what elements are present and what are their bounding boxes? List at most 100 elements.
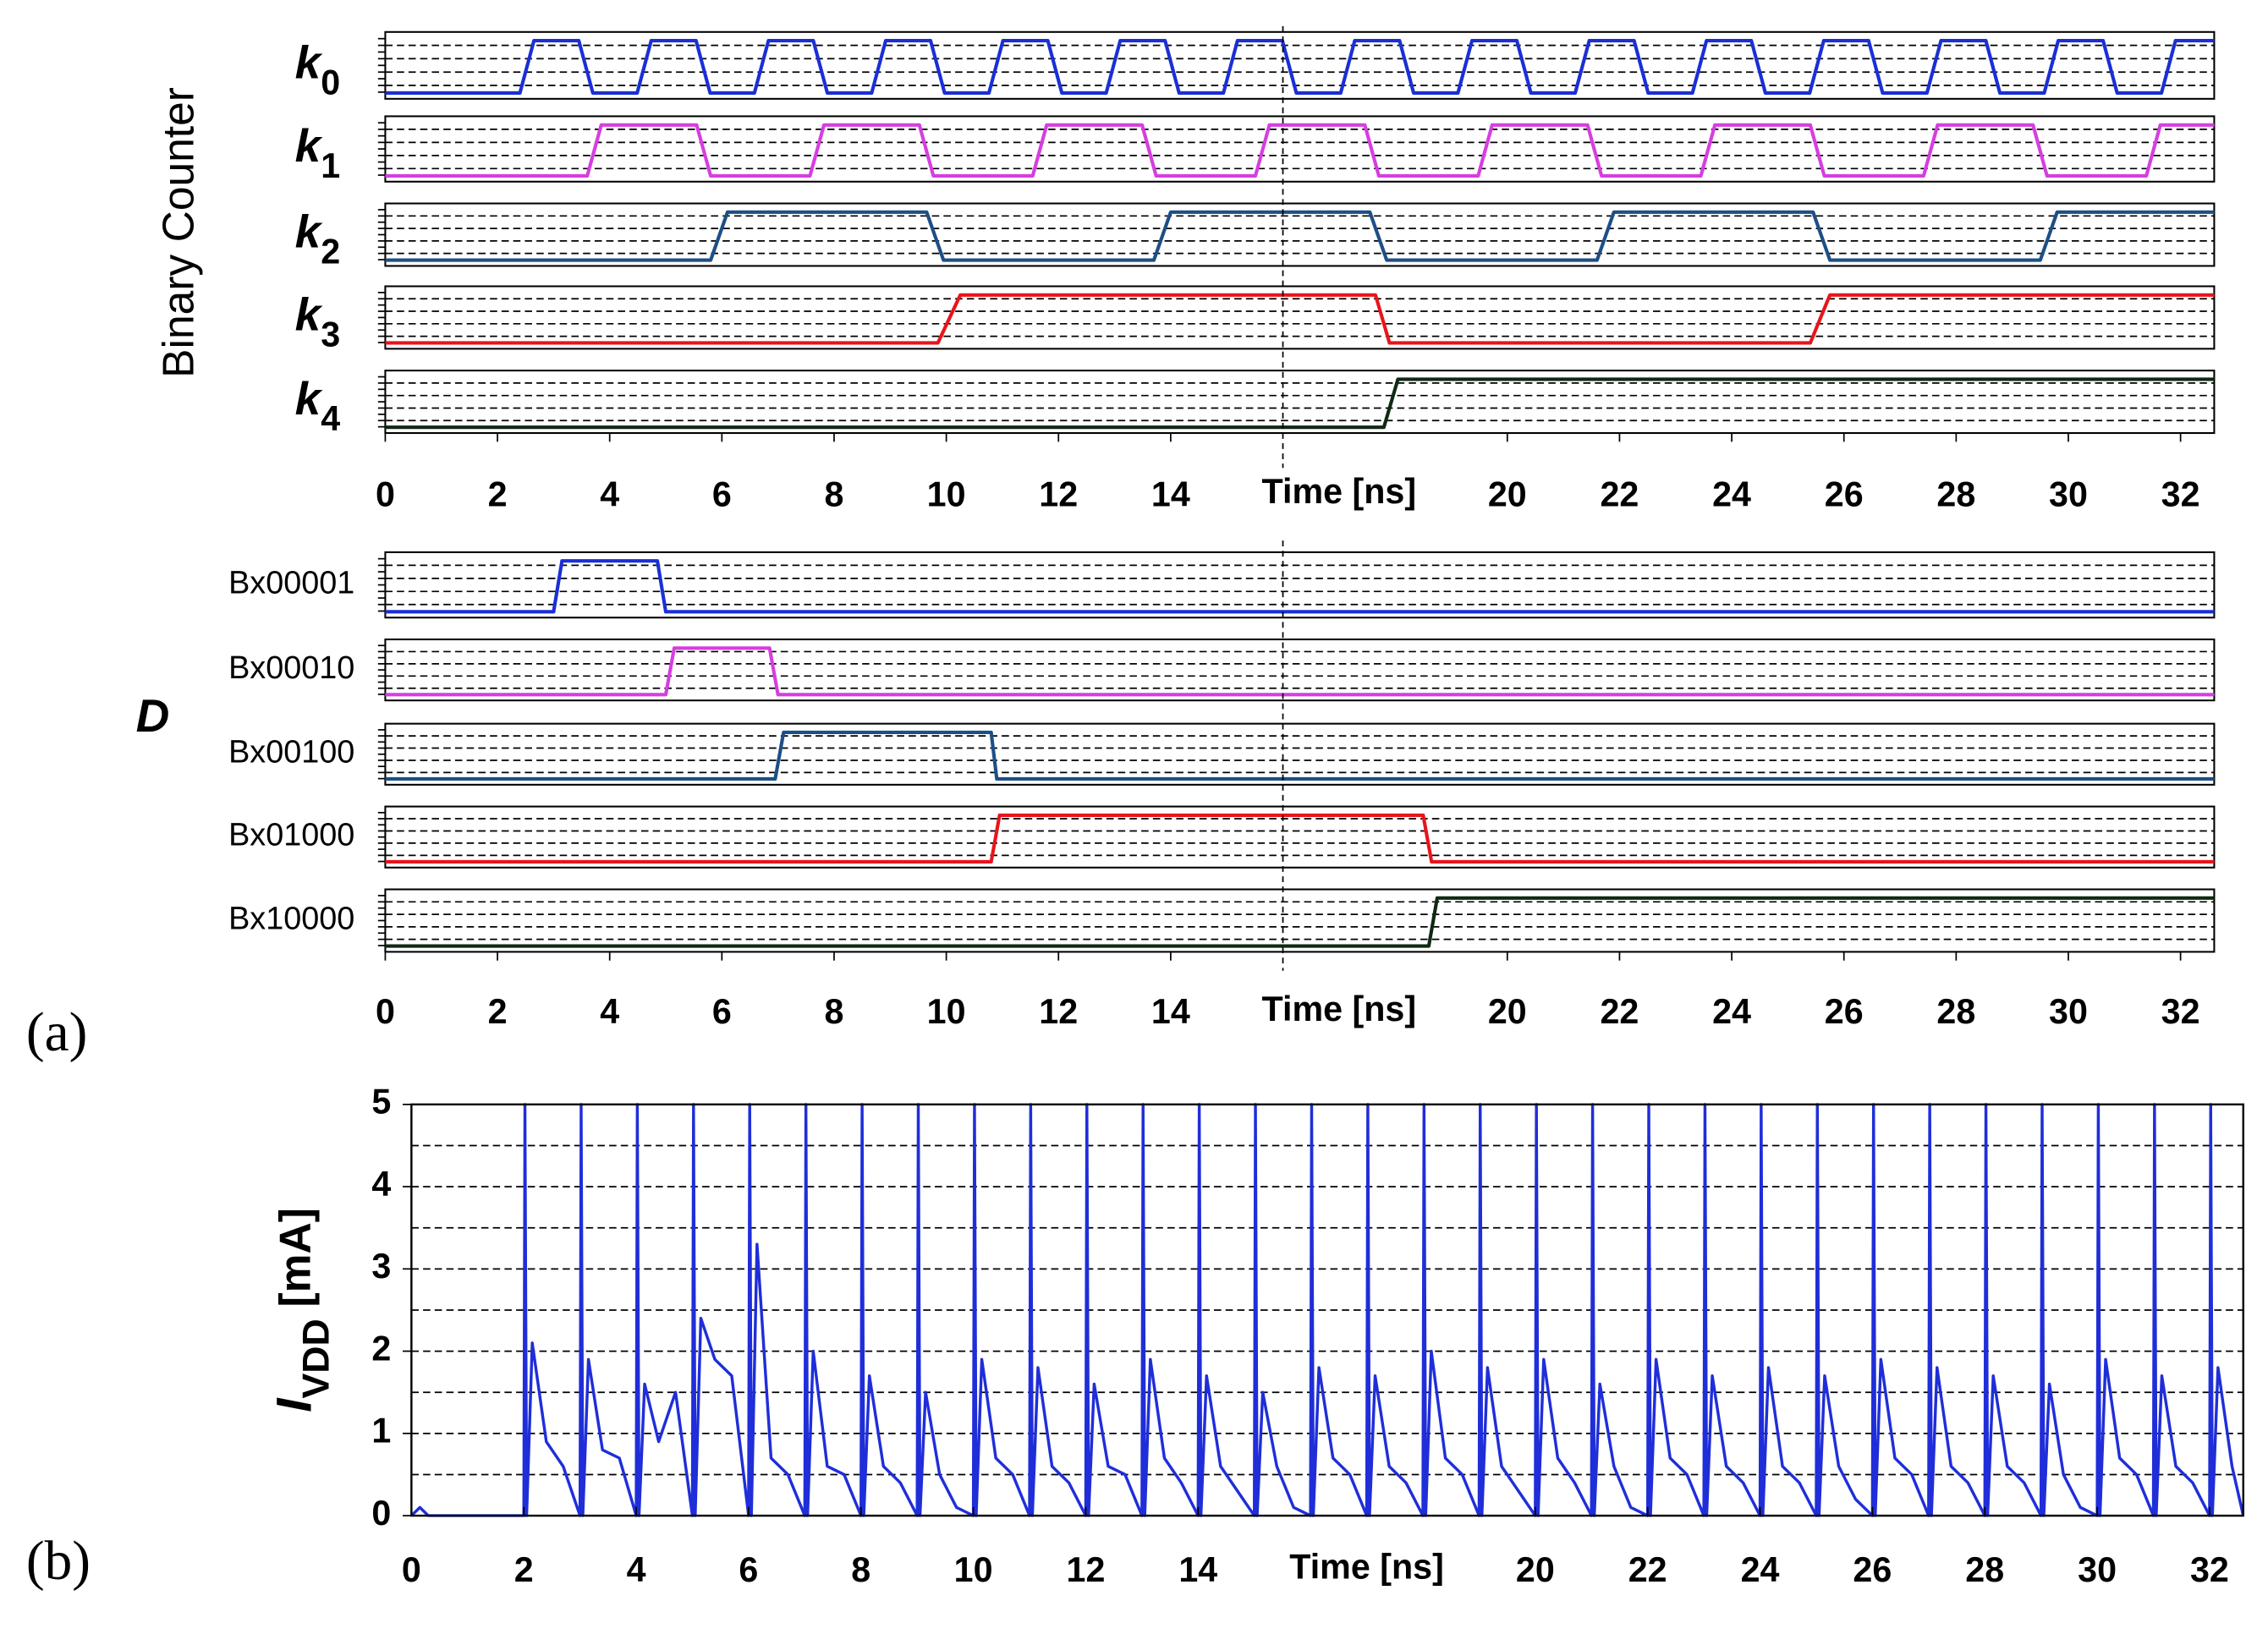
panel-label: (a) bbox=[26, 1002, 87, 1063]
y-axis-label-symbol: I bbox=[267, 1397, 322, 1412]
row-label-subscript: 3 bbox=[321, 315, 340, 354]
y-axis-label-unit: [mA] bbox=[270, 1208, 319, 1307]
x-tick-label: 24 bbox=[1712, 992, 1751, 1031]
x-tick-label: 10 bbox=[954, 1550, 993, 1589]
row-label-name: k bbox=[295, 119, 323, 172]
x-tick-label: 24 bbox=[1712, 475, 1751, 514]
x-tick-label: 0 bbox=[402, 1550, 421, 1589]
x-tick-label: 28 bbox=[1936, 992, 1975, 1031]
waveform-row bbox=[377, 285, 2216, 350]
x-tick-label: 26 bbox=[1853, 1550, 1892, 1589]
x-tick-label: 6 bbox=[739, 1550, 758, 1589]
x-axis-label: Time [ns] bbox=[1262, 990, 1417, 1028]
x-tick-label: 8 bbox=[825, 992, 844, 1031]
x-tick-label: 20 bbox=[1516, 1550, 1555, 1589]
waveform-row bbox=[377, 551, 2216, 619]
waveform-line bbox=[385, 813, 2215, 864]
y-tick-label: 5 bbox=[371, 1083, 391, 1121]
x-tick-label: 8 bbox=[825, 475, 844, 514]
x-tick-label: 14 bbox=[1151, 475, 1190, 514]
x-tick-label: 26 bbox=[1825, 475, 1864, 514]
row-label: k0 bbox=[295, 36, 341, 101]
x-tick-label: 28 bbox=[1965, 1550, 2004, 1589]
x-tick-label: 32 bbox=[2161, 475, 2200, 514]
y-tick-label: 1 bbox=[371, 1412, 391, 1450]
x-tick-label: 0 bbox=[376, 475, 395, 514]
row-label: k4 bbox=[295, 372, 341, 438]
x-tick-label: 32 bbox=[2190, 1550, 2229, 1589]
row-label: Bx00001 bbox=[228, 566, 354, 601]
y-axis-label-subscript: VDD bbox=[296, 1319, 338, 1398]
row-label: Bx01000 bbox=[228, 818, 354, 853]
waveform-row bbox=[377, 888, 2216, 953]
row-frame bbox=[384, 115, 2216, 183]
waveform-row bbox=[377, 370, 2216, 435]
x-tick-label: 4 bbox=[600, 992, 619, 1031]
x-tick-label: 14 bbox=[1178, 1550, 1217, 1589]
waveform-row bbox=[377, 805, 2216, 869]
row-label-name: k bbox=[295, 372, 323, 425]
waveform-line bbox=[385, 293, 2215, 345]
waveform-line bbox=[385, 123, 2215, 178]
waveform-line bbox=[385, 39, 2215, 96]
row-label-subscript: 4 bbox=[321, 399, 340, 438]
x-tick-label: 30 bbox=[2049, 475, 2088, 514]
waveform-row bbox=[377, 30, 2216, 100]
row-label: k3 bbox=[295, 288, 341, 354]
row-frame bbox=[384, 551, 2216, 619]
y-tick-label: 4 bbox=[371, 1165, 391, 1204]
row-label-name: k bbox=[295, 36, 323, 88]
x-tick-label: 20 bbox=[1488, 475, 1527, 514]
x-tick-label: 30 bbox=[2049, 992, 2088, 1031]
x-tick-label: 6 bbox=[712, 992, 732, 1031]
y-tick-label: 2 bbox=[371, 1329, 391, 1368]
row-label-subscript: 0 bbox=[321, 63, 340, 101]
row-frame bbox=[384, 638, 2216, 702]
y-tick-label: 0 bbox=[371, 1494, 391, 1533]
waveform-line bbox=[385, 730, 2215, 781]
waveform-row bbox=[377, 115, 2216, 183]
y-tick-label: 3 bbox=[371, 1247, 391, 1286]
row-label-name: k bbox=[295, 205, 323, 257]
waveform-row bbox=[377, 722, 2216, 786]
x-axis-label: Time [ns] bbox=[1262, 472, 1417, 511]
x-tick-label: 12 bbox=[1039, 475, 1078, 514]
row-label-subscript: 2 bbox=[321, 232, 340, 271]
waveform-line bbox=[385, 210, 2215, 262]
x-tick-label: 30 bbox=[2078, 1550, 2117, 1589]
x-tick-label: 10 bbox=[927, 475, 966, 514]
x-tick-label: 6 bbox=[712, 475, 732, 514]
row-label-name: k bbox=[295, 288, 323, 340]
x-tick-label: 4 bbox=[600, 475, 619, 514]
row-label: k1 bbox=[295, 119, 341, 185]
x-tick-label: 32 bbox=[2161, 992, 2200, 1031]
y-axis-label: Binary Counter bbox=[153, 87, 202, 378]
row-frame bbox=[384, 722, 2216, 786]
x-tick-label: 4 bbox=[627, 1550, 646, 1589]
waveform-line bbox=[385, 896, 2215, 948]
x-tick-label: 22 bbox=[1600, 992, 1639, 1031]
row-label: Bx00010 bbox=[228, 650, 354, 686]
x-tick-label: 0 bbox=[376, 992, 395, 1031]
x-tick-label: 26 bbox=[1825, 992, 1864, 1031]
row-label: k2 bbox=[295, 205, 341, 271]
y-axis-label: D bbox=[136, 689, 170, 742]
x-tick-label: 12 bbox=[1067, 1550, 1106, 1589]
row-label: Bx10000 bbox=[228, 901, 354, 936]
x-tick-label: 2 bbox=[488, 992, 508, 1031]
x-tick-label: 2 bbox=[514, 1550, 534, 1589]
x-tick-label: 14 bbox=[1151, 992, 1190, 1031]
x-tick-label: 22 bbox=[1628, 1550, 1667, 1589]
y-axis-label: IVDD [mA] bbox=[267, 1208, 338, 1412]
x-tick-label: 2 bbox=[488, 475, 508, 514]
x-tick-label: 24 bbox=[1741, 1550, 1780, 1589]
x-tick-label: 22 bbox=[1600, 475, 1639, 514]
row-label-subscript: 1 bbox=[321, 146, 340, 185]
x-tick-label: 28 bbox=[1936, 475, 1975, 514]
waveform-line bbox=[385, 646, 2215, 697]
row-frame bbox=[384, 30, 2216, 100]
x-axis-label: Time [ns] bbox=[1289, 1548, 1444, 1587]
row-label: Bx00100 bbox=[228, 735, 354, 770]
x-tick-label: 12 bbox=[1039, 992, 1078, 1031]
